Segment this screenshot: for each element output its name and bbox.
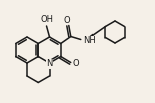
Text: OH: OH <box>40 15 53 24</box>
Text: O: O <box>63 15 70 25</box>
Text: O: O <box>73 59 79 68</box>
Text: NH: NH <box>83 36 95 45</box>
Text: N: N <box>46 60 53 68</box>
